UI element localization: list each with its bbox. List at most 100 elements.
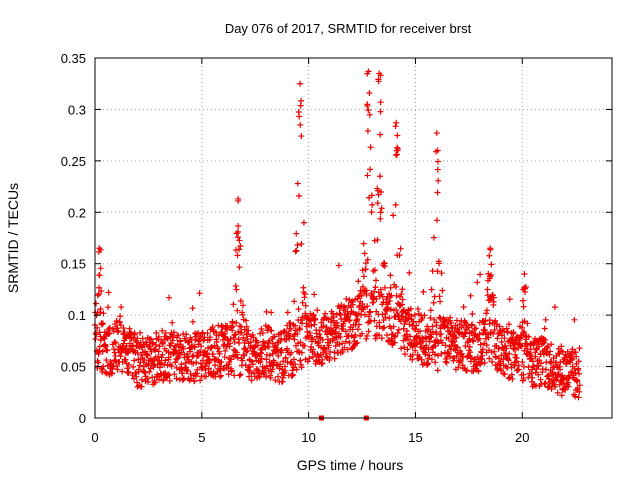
data-point <box>470 338 477 345</box>
data-point <box>323 324 330 331</box>
data-point <box>366 111 373 118</box>
data-point <box>378 335 385 342</box>
data-point <box>250 369 257 376</box>
data-point <box>198 343 205 350</box>
data-point <box>242 317 249 324</box>
data-point <box>489 358 496 365</box>
data-point <box>249 361 256 368</box>
data-point <box>311 321 318 328</box>
data-point <box>337 305 344 312</box>
data-point <box>236 322 243 329</box>
data-point <box>236 237 243 244</box>
data-point <box>172 359 179 366</box>
data-point <box>120 325 127 332</box>
data-point <box>393 307 400 314</box>
data-point <box>344 346 351 353</box>
data-point <box>103 357 110 364</box>
data-point <box>462 343 469 350</box>
data-point <box>168 363 175 370</box>
data-point <box>229 323 236 330</box>
data-point <box>376 70 383 77</box>
data-point <box>413 322 420 329</box>
data-point <box>491 348 498 355</box>
x-axis-label: GPS time / hours <box>297 457 404 473</box>
data-point <box>546 373 553 380</box>
data-point <box>502 342 509 349</box>
data-point <box>96 329 103 336</box>
data-point <box>197 377 204 384</box>
data-point <box>231 339 238 346</box>
data-point <box>341 344 348 351</box>
data-point <box>394 146 401 153</box>
data-point <box>503 345 510 352</box>
data-point <box>515 366 522 373</box>
data-point <box>229 327 236 334</box>
data-point <box>396 252 403 259</box>
data-point <box>466 335 473 342</box>
data-point <box>391 339 398 346</box>
data-point <box>292 361 299 368</box>
data-point <box>166 294 173 301</box>
data-point <box>97 265 104 272</box>
data-point <box>541 325 548 332</box>
data-point <box>542 380 549 387</box>
data-point <box>207 345 214 352</box>
data-point <box>554 389 561 396</box>
data-point <box>395 312 402 319</box>
data-point <box>170 329 177 336</box>
data-point <box>359 267 366 274</box>
data-point <box>346 317 353 324</box>
data-point <box>282 354 289 361</box>
data-point <box>96 272 103 279</box>
data-point <box>406 269 413 276</box>
data-point <box>576 370 583 377</box>
data-point <box>184 367 191 374</box>
data-point <box>218 359 225 366</box>
data-point <box>93 300 100 307</box>
x-tick-label: 5 <box>198 430 205 445</box>
data-point <box>298 349 305 356</box>
data-point <box>393 292 400 299</box>
data-point <box>363 287 370 294</box>
data-point <box>410 318 417 325</box>
data-point <box>112 339 119 346</box>
data-point <box>369 201 376 208</box>
data-point <box>104 347 111 354</box>
data-point <box>162 357 169 364</box>
data-point <box>233 230 240 237</box>
data-point <box>153 329 160 336</box>
data-point <box>455 364 462 371</box>
data-point <box>427 307 434 314</box>
data-point <box>355 326 362 333</box>
data-point <box>105 331 112 338</box>
data-point <box>360 240 367 247</box>
data-point <box>434 147 441 154</box>
data-point <box>377 99 384 106</box>
data-point <box>505 375 512 382</box>
data-point <box>183 331 190 338</box>
data-point <box>114 366 121 373</box>
data-point <box>129 342 136 349</box>
data-point <box>372 277 379 284</box>
data-point <box>300 219 307 226</box>
data-point <box>436 260 443 267</box>
data-point <box>399 286 406 293</box>
data-point <box>428 334 435 341</box>
data-point <box>199 357 206 364</box>
data-point <box>226 340 233 347</box>
data-point <box>147 365 154 372</box>
data-point <box>235 223 242 230</box>
data-point <box>159 327 166 334</box>
data-point <box>387 306 394 313</box>
data-point <box>488 261 495 268</box>
data-point <box>97 306 104 313</box>
data-point <box>257 359 264 366</box>
data-point <box>205 365 212 372</box>
data-point <box>293 366 300 373</box>
data-point <box>232 331 239 338</box>
data-point <box>411 311 418 318</box>
data-point <box>221 354 228 361</box>
data-point <box>336 330 343 337</box>
data-point <box>481 359 488 366</box>
data-point <box>271 359 278 366</box>
